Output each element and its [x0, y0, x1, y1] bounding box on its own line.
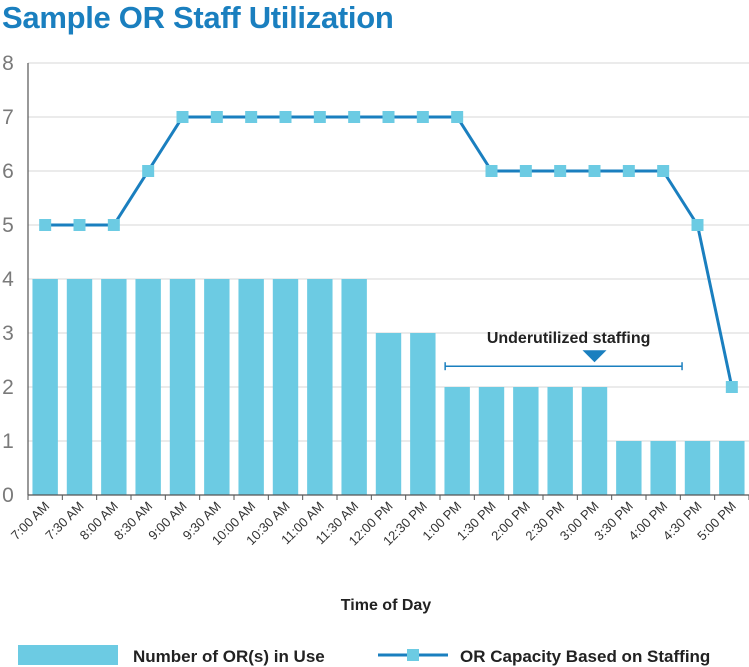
y-tick-label: 7	[2, 106, 14, 129]
bar	[341, 279, 367, 495]
line-point	[382, 111, 395, 123]
y-tick-label: 0	[2, 484, 14, 507]
line-point	[210, 111, 223, 123]
line-point	[725, 381, 738, 393]
legend: Number of OR(s) in Use OR Capacity Based…	[18, 645, 710, 666]
annotation: Underutilized staffing	[444, 330, 683, 371]
y-tick-label: 3	[2, 322, 14, 345]
line-point	[657, 165, 670, 177]
line-point	[588, 165, 601, 177]
bar	[307, 279, 333, 495]
bar	[684, 441, 711, 495]
bar	[204, 279, 230, 495]
line-series	[39, 111, 738, 393]
legend-line-marker	[407, 649, 419, 661]
line-point	[39, 219, 52, 231]
y-tick-labels: 0 1 2 3 4 5 6 7 8	[2, 52, 14, 507]
line-point	[519, 165, 532, 177]
line-point	[142, 165, 155, 177]
bar	[66, 279, 93, 495]
bar	[719, 441, 745, 495]
bar	[581, 387, 608, 495]
line-point	[348, 111, 361, 123]
bar	[272, 279, 299, 495]
legend-bar-label: Number of OR(s) in Use	[133, 647, 325, 666]
line-point	[451, 111, 464, 123]
bar	[513, 387, 539, 495]
axes	[27, 63, 749, 500]
line-point	[485, 165, 498, 177]
x-tick-label: 5:00 PM	[694, 499, 739, 544]
x-axis-label: Time of Day	[341, 597, 432, 614]
bar	[650, 441, 676, 495]
line-point	[313, 111, 326, 123]
bar	[101, 279, 127, 495]
bar	[410, 333, 436, 495]
y-tick-label: 8	[2, 52, 14, 75]
line-point	[176, 111, 189, 123]
line-point	[279, 111, 292, 123]
bar	[375, 333, 402, 495]
y-tick-label: 5	[2, 214, 14, 237]
bar	[135, 279, 161, 495]
x-tick-labels: 7:00 AM7:30 AM8:00 AM8:30 AM9:00 AM9:30 …	[8, 499, 739, 549]
line-point	[73, 219, 86, 231]
y-tick-label: 4	[2, 268, 14, 291]
annotation-pointer	[582, 350, 607, 363]
bar	[616, 441, 642, 495]
line-point	[416, 111, 429, 123]
bar	[238, 279, 264, 495]
bar	[444, 387, 470, 495]
line-point	[245, 111, 258, 123]
line-point	[107, 219, 120, 231]
line-point	[622, 165, 635, 177]
chart-title: Sample OR Staff Utilization	[2, 0, 394, 35]
line-point	[691, 219, 704, 231]
line-point	[554, 165, 567, 177]
legend-line-label: OR Capacity Based on Staffing	[460, 647, 710, 666]
bar	[32, 279, 58, 495]
bar	[478, 387, 505, 495]
y-tick-label: 2	[2, 376, 14, 399]
bar	[547, 387, 573, 495]
y-tick-label: 1	[2, 430, 14, 453]
y-tick-label: 6	[2, 160, 14, 183]
bar-series	[32, 279, 745, 495]
legend-bar-swatch	[18, 645, 118, 665]
annotation-label: Underutilized staffing	[487, 330, 651, 347]
bar	[169, 279, 196, 495]
